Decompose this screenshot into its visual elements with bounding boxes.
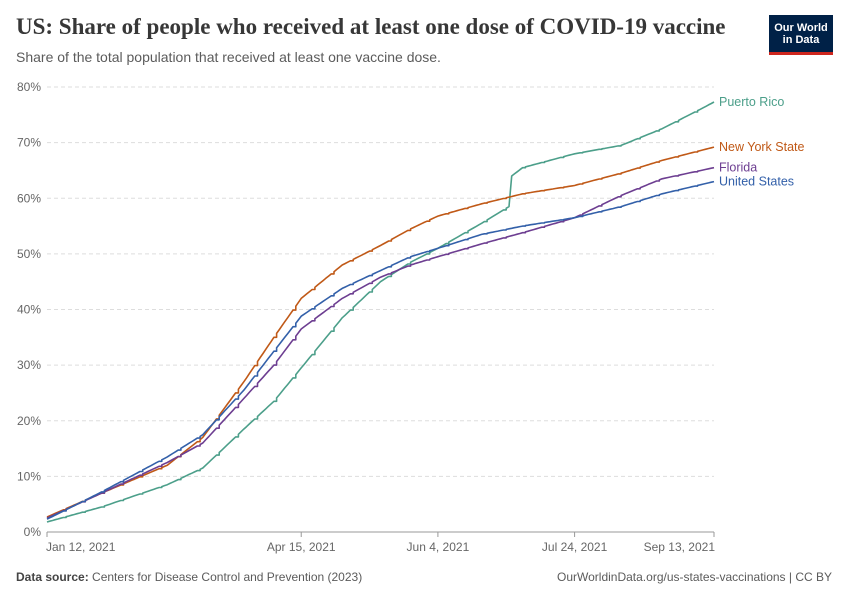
series-line-new-york-state bbox=[46, 146, 715, 518]
source-link[interactable]: OurWorldinData.org/us-states-vaccination… bbox=[557, 570, 832, 584]
series-label-puerto-rico: Puerto Rico bbox=[719, 95, 784, 109]
x-tick-label: Jul 24, 2021 bbox=[542, 540, 608, 554]
chart-subtitle: Share of the total population that recei… bbox=[16, 49, 441, 65]
y-tick-label: 40% bbox=[17, 303, 41, 317]
x-tick-label: Sep 13, 2021 bbox=[644, 540, 716, 554]
axes: 0% 10% 20% 30% 40% 50% 60% 70% 80% Jan 12, 2021 Ap… bbox=[17, 80, 715, 554]
x-tick-label: Apr 15, 2021 bbox=[267, 540, 336, 554]
y-tick-label: 30% bbox=[17, 358, 41, 372]
series-label-united-states: United States bbox=[719, 175, 794, 189]
chart-title: US: Share of people who received at leas… bbox=[16, 14, 726, 39]
y-tick-label: 10% bbox=[17, 469, 41, 483]
series-label-new-york-state: New York State bbox=[719, 140, 805, 154]
y-tick-label: 20% bbox=[17, 414, 41, 428]
series-line-puerto-rico bbox=[46, 101, 715, 523]
logo-line-1: Our World bbox=[774, 21, 828, 34]
data-source-text: Centers for Disease Control and Preventi… bbox=[92, 570, 363, 584]
y-tick-label: 0% bbox=[24, 525, 42, 539]
series-lines bbox=[46, 101, 715, 523]
series-label-florida: Florida bbox=[719, 161, 757, 175]
grid-lines bbox=[47, 86, 714, 533]
x-tick-label: Jun 4, 2021 bbox=[407, 540, 470, 554]
y-tick-label: 60% bbox=[17, 191, 41, 205]
logo-line-2: in Data bbox=[782, 33, 820, 46]
x-tick-label: Jan 12, 2021 bbox=[46, 540, 116, 554]
data-source: Data source: Centers for Disease Control… bbox=[16, 570, 362, 584]
data-source-label: Data source: bbox=[16, 570, 89, 584]
series-line-united-states bbox=[46, 180, 715, 520]
owid-logo[interactable]: Our World in Data bbox=[769, 15, 833, 55]
series-line-florida bbox=[46, 166, 715, 519]
y-tick-label: 70% bbox=[17, 136, 41, 150]
y-tick-label: 80% bbox=[17, 80, 41, 94]
y-tick-label: 50% bbox=[17, 247, 41, 261]
